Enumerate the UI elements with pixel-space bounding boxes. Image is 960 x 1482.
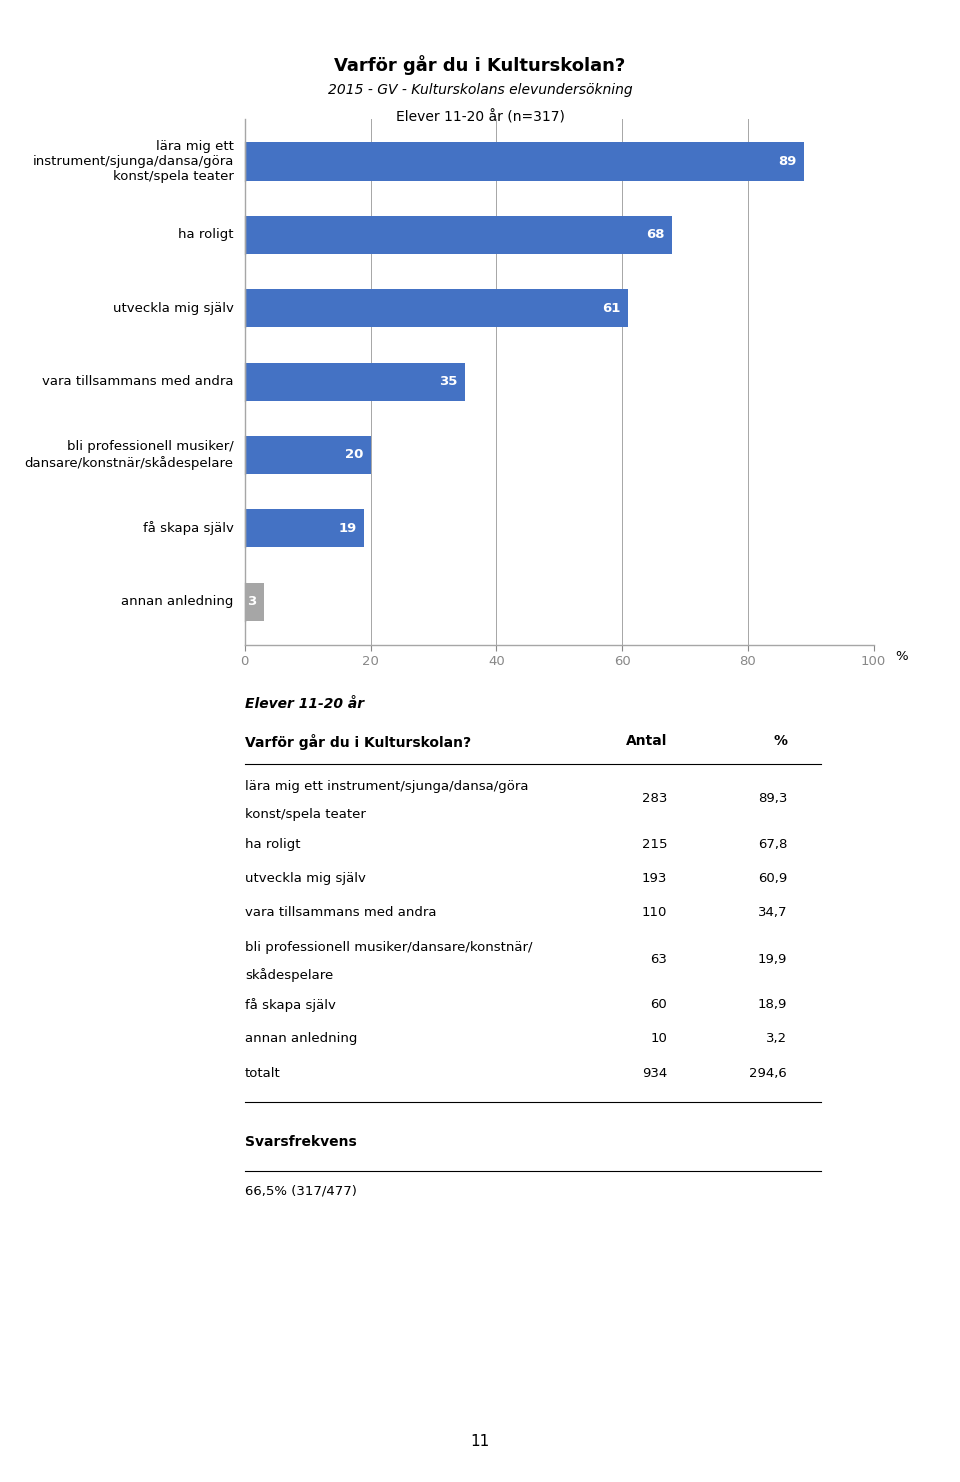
Text: 63: 63 xyxy=(650,953,667,966)
Text: 10: 10 xyxy=(650,1033,667,1045)
Bar xyxy=(245,216,672,253)
Text: konst/spela teater: konst/spela teater xyxy=(245,808,366,821)
Bar xyxy=(245,582,264,621)
Text: 11: 11 xyxy=(470,1435,490,1449)
Text: 60: 60 xyxy=(651,999,667,1011)
Text: 294,6: 294,6 xyxy=(750,1067,787,1080)
Text: 89: 89 xyxy=(779,156,797,167)
Text: 89,3: 89,3 xyxy=(757,793,787,806)
Text: 110: 110 xyxy=(642,907,667,919)
Text: vara tillsammans med andra: vara tillsammans med andra xyxy=(245,907,436,919)
Text: Elever 11-20 år (n=317): Elever 11-20 år (n=317) xyxy=(396,110,564,124)
Text: 35: 35 xyxy=(439,375,457,388)
Text: 215: 215 xyxy=(641,837,667,851)
Text: annan anledning: annan anledning xyxy=(245,1033,357,1045)
Text: utveckla mig själv: utveckla mig själv xyxy=(245,871,366,885)
Bar xyxy=(245,510,364,547)
Text: 3,2: 3,2 xyxy=(766,1033,787,1045)
Text: 34,7: 34,7 xyxy=(757,907,787,919)
Text: 66,5% (317/477): 66,5% (317/477) xyxy=(245,1184,357,1197)
Text: bli professionell musiker/dansare/konstnär/: bli professionell musiker/dansare/konstn… xyxy=(245,941,532,953)
Text: 19: 19 xyxy=(339,522,357,535)
Bar xyxy=(245,436,371,474)
Text: 20: 20 xyxy=(345,449,363,461)
Text: 67,8: 67,8 xyxy=(757,837,787,851)
Text: ha roligt: ha roligt xyxy=(245,837,300,851)
Text: Elever 11-20 år: Elever 11-20 år xyxy=(245,697,364,710)
Text: 19,9: 19,9 xyxy=(757,953,787,966)
Text: 2015 - GV - Kulturskolans elevundersökning: 2015 - GV - Kulturskolans elevundersökni… xyxy=(327,83,633,96)
Text: %: % xyxy=(896,651,908,664)
Bar xyxy=(245,363,465,400)
Text: 283: 283 xyxy=(642,793,667,806)
Text: totalt: totalt xyxy=(245,1067,280,1080)
Text: 193: 193 xyxy=(642,871,667,885)
Bar xyxy=(245,289,629,328)
Text: lära mig ett instrument/sjunga/dansa/göra: lära mig ett instrument/sjunga/dansa/gör… xyxy=(245,780,528,793)
Text: Varför går du i Kulturskolan?: Varför går du i Kulturskolan? xyxy=(245,734,471,750)
Text: få skapa själv: få skapa själv xyxy=(245,999,336,1012)
Text: 934: 934 xyxy=(642,1067,667,1080)
Text: Varför går du i Kulturskolan?: Varför går du i Kulturskolan? xyxy=(334,55,626,74)
Text: 60,9: 60,9 xyxy=(758,871,787,885)
Text: 3: 3 xyxy=(247,596,256,608)
Text: 18,9: 18,9 xyxy=(757,999,787,1011)
Text: Svarsfrekvens: Svarsfrekvens xyxy=(245,1135,356,1149)
Text: 68: 68 xyxy=(646,228,665,242)
Text: 61: 61 xyxy=(603,302,621,314)
Text: Antal: Antal xyxy=(626,734,667,747)
Text: skådespelare: skådespelare xyxy=(245,968,333,983)
Text: %: % xyxy=(773,734,787,747)
Bar xyxy=(245,142,804,181)
